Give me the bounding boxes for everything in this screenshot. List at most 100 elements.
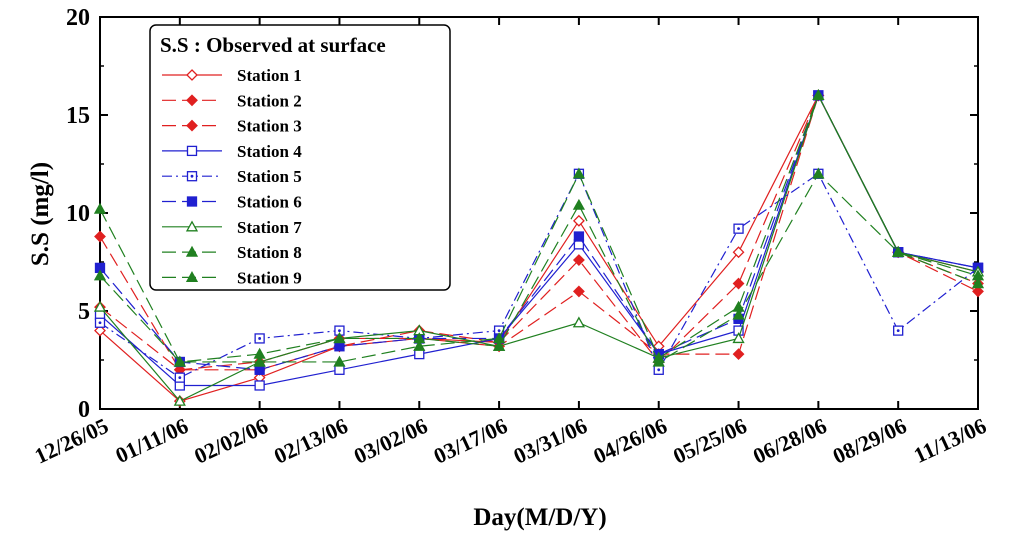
x-tick-label: 03/02/06 (350, 413, 431, 469)
data-point (185, 271, 199, 283)
data-point (812, 89, 825, 101)
legend-label: Station 8 (237, 243, 302, 262)
data-point-center (657, 368, 661, 372)
data-point (186, 69, 198, 81)
data-point (971, 269, 985, 281)
data-point (573, 231, 585, 242)
legend-item: Station 5 (162, 167, 302, 186)
x-tick-label: 02/13/06 (270, 413, 351, 469)
series-line (99, 93, 979, 363)
data-point (186, 196, 198, 207)
legend-item: Station 6 (162, 193, 302, 212)
x-tick-label: 05/25/06 (669, 413, 750, 469)
data-point (333, 332, 346, 344)
data-point (732, 277, 745, 290)
legend-item: Station 2 (162, 91, 302, 110)
y-tick-label: 0 (78, 397, 90, 423)
legend-item: Station 9 (162, 268, 302, 287)
data-point (732, 348, 745, 361)
y-tick-label: 5 (78, 299, 90, 325)
data-point (94, 230, 106, 243)
x-tick-label: 06/28/06 (749, 413, 830, 469)
data-point (732, 308, 745, 320)
series-layer (93, 89, 985, 408)
y-tick-label: 20 (66, 5, 90, 31)
data-point-center (896, 329, 900, 332)
legend-item: Station 8 (162, 243, 302, 262)
data-point (492, 332, 506, 344)
legend-box (149, 24, 451, 291)
legend-item: Station 3 (162, 117, 302, 136)
legend-label: Station 4 (237, 142, 302, 161)
y-tick-label: 15 (66, 103, 90, 129)
data-point (94, 324, 106, 337)
x-axis-title: Day(M/D/Y) (473, 504, 606, 531)
data-point (93, 202, 107, 214)
data-point (972, 285, 984, 298)
data-point (254, 380, 265, 391)
legend-item: Station 7 (162, 218, 302, 237)
data-point (254, 364, 265, 375)
data-point-center (737, 227, 740, 231)
data-point (572, 254, 585, 266)
legend-label: Station 9 (237, 268, 302, 287)
data-point-center (178, 376, 182, 380)
data-point (186, 145, 198, 157)
data-point (572, 167, 586, 179)
series-9 (93, 89, 985, 367)
data-point (185, 220, 199, 232)
data-point (572, 214, 585, 227)
legend-item: Station 1 (162, 66, 302, 85)
y-tick-label: 10 (66, 201, 90, 227)
x-tick-label: 01/11/06 (112, 413, 192, 468)
legend-label: Station 5 (237, 167, 302, 186)
data-point-center (258, 337, 262, 340)
data-point (173, 355, 186, 367)
data-point (334, 364, 345, 375)
data-point (492, 339, 506, 351)
data-point (186, 94, 198, 107)
data-point (253, 355, 266, 367)
data-point-center (497, 329, 501, 332)
data-point (414, 348, 425, 360)
x-tick-label: 11/13/06 (910, 413, 990, 468)
data-point (186, 119, 198, 132)
data-point (971, 277, 985, 289)
data-point-center (338, 329, 341, 332)
data-point (732, 332, 745, 344)
data-point (334, 341, 345, 352)
data-point (572, 316, 586, 328)
data-point-center (98, 321, 102, 325)
series-line (99, 172, 979, 363)
data-point (93, 300, 107, 312)
series-line (99, 172, 979, 379)
x-tick-label: 03/31/06 (510, 413, 591, 469)
data-point (185, 245, 199, 257)
x-tick-label: 08/29/06 (829, 413, 910, 469)
data-point (892, 245, 905, 257)
data-point-center (190, 174, 194, 178)
legend-title: S.S : Observed at surface (160, 33, 386, 57)
legend-label: Station 2 (237, 91, 302, 110)
data-point (732, 300, 745, 312)
data-point (173, 394, 186, 406)
data-point (572, 198, 586, 210)
data-point (413, 339, 426, 351)
legend-label: Station 6 (237, 193, 302, 212)
x-tick-label: 12/26/05 (31, 413, 112, 469)
legend: S.S : Observed at surface Station 1 Statio… (149, 24, 451, 291)
legend-item: Station 4 (162, 142, 302, 161)
data-point (732, 246, 745, 259)
legend-label: Station 1 (237, 66, 302, 85)
legend-label: Station 7 (237, 218, 302, 237)
data-point (812, 167, 825, 179)
data-point (93, 269, 107, 281)
data-point (652, 351, 665, 363)
y-axis-title: S.S (mg/l) (27, 162, 54, 266)
y-axis: 0 5 10 15 20 (66, 5, 978, 423)
data-point (333, 355, 346, 367)
x-tick-label: 03/17/06 (430, 413, 511, 469)
x-tick-label: 04/26/06 (589, 413, 670, 469)
data-point (572, 285, 585, 298)
x-tick-label: 02/02/06 (190, 413, 271, 469)
